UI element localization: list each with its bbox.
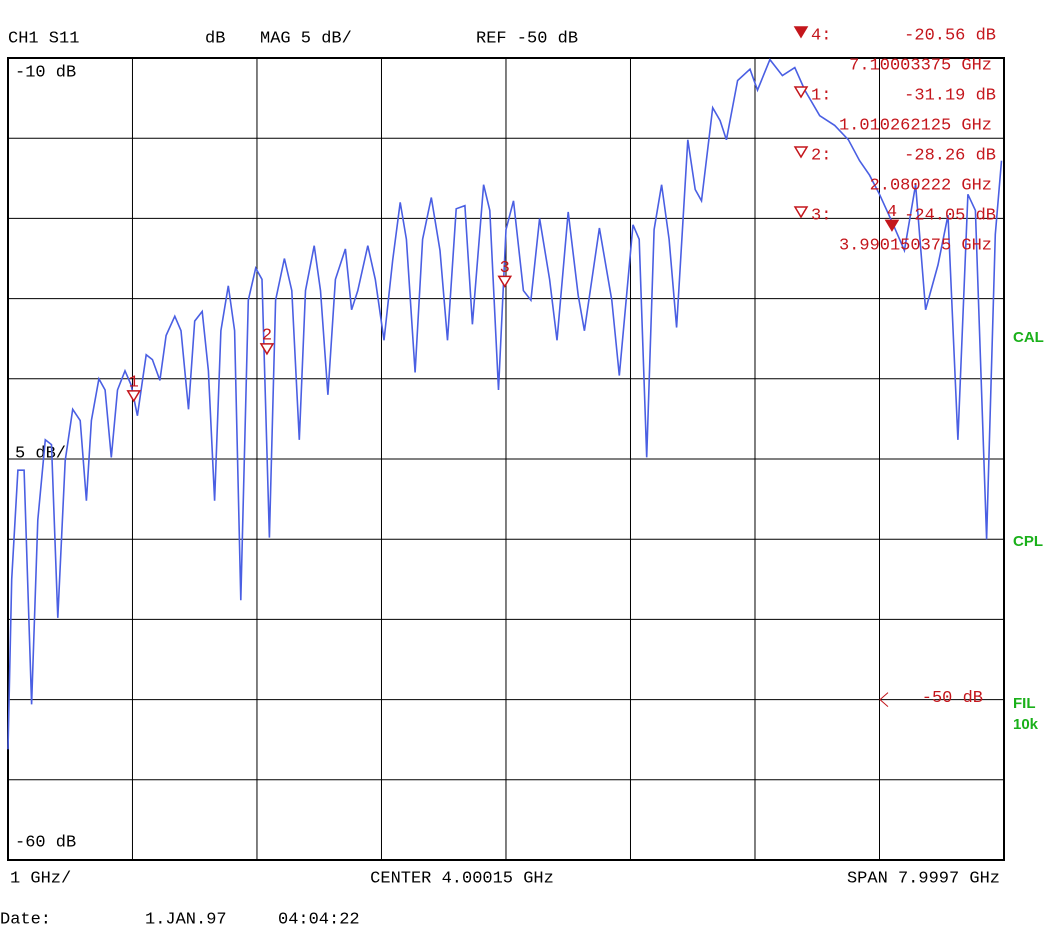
status-label: FIL (1013, 695, 1036, 712)
y-tick-label: -10 dB (15, 63, 76, 82)
plot-frame (7, 57, 1005, 861)
readout-freq: 7.10003375 GHz (849, 56, 992, 75)
x-scale: 1 GHz/ (10, 869, 71, 888)
readout-freq: 2.080222 GHz (870, 176, 992, 195)
readout-id: 1: (811, 86, 831, 105)
status-label: CPL (1013, 533, 1043, 550)
date: 1.JAN.97 (145, 910, 227, 929)
trace (7, 58, 1003, 750)
readout-freq: 3.990150375 GHz (839, 236, 992, 255)
readout-id: 2: (811, 146, 831, 165)
span: SPAN 7.9997 GHz (847, 869, 1000, 888)
scale: MAG 5 dB/ (260, 29, 352, 48)
center-freq: CENTER 4.00015 GHz (370, 869, 554, 888)
readout-value: -24.05 dB (904, 206, 996, 225)
readout-value: -28.26 dB (904, 146, 996, 165)
readout-id: 4: (811, 26, 831, 45)
readout-value: -31.19 dB (904, 86, 996, 105)
y-scale: 5 dB/ (15, 444, 66, 463)
y-tick-label: -60 dB (15, 833, 76, 852)
marker-id: 4 (887, 203, 897, 222)
date-label: Date: (0, 910, 51, 929)
readout-icon (793, 26, 809, 39)
marker (259, 343, 275, 356)
ref-arrow (879, 692, 889, 707)
readout-value: -20.56 dB (904, 26, 996, 45)
marker (126, 390, 142, 403)
time: 04:04:22 (278, 910, 360, 929)
format: dB (205, 29, 225, 48)
status-label: CAL (1013, 329, 1044, 346)
readout-id: 3: (811, 206, 831, 225)
readout-icon (793, 206, 809, 219)
readout-icon (793, 86, 809, 99)
marker (884, 219, 900, 232)
channel: CH1 S11 (8, 29, 79, 48)
readout-icon (793, 146, 809, 159)
readout-freq: 1.010262125 GHz (839, 116, 992, 135)
marker-id: 1 (129, 373, 139, 392)
reference: REF -50 dB (476, 29, 578, 48)
ref-label: -50 dB (922, 689, 983, 708)
status-label: 10k (1013, 716, 1039, 733)
marker-id: 2 (262, 326, 272, 345)
marker (497, 275, 513, 288)
marker-id: 3 (500, 259, 510, 278)
